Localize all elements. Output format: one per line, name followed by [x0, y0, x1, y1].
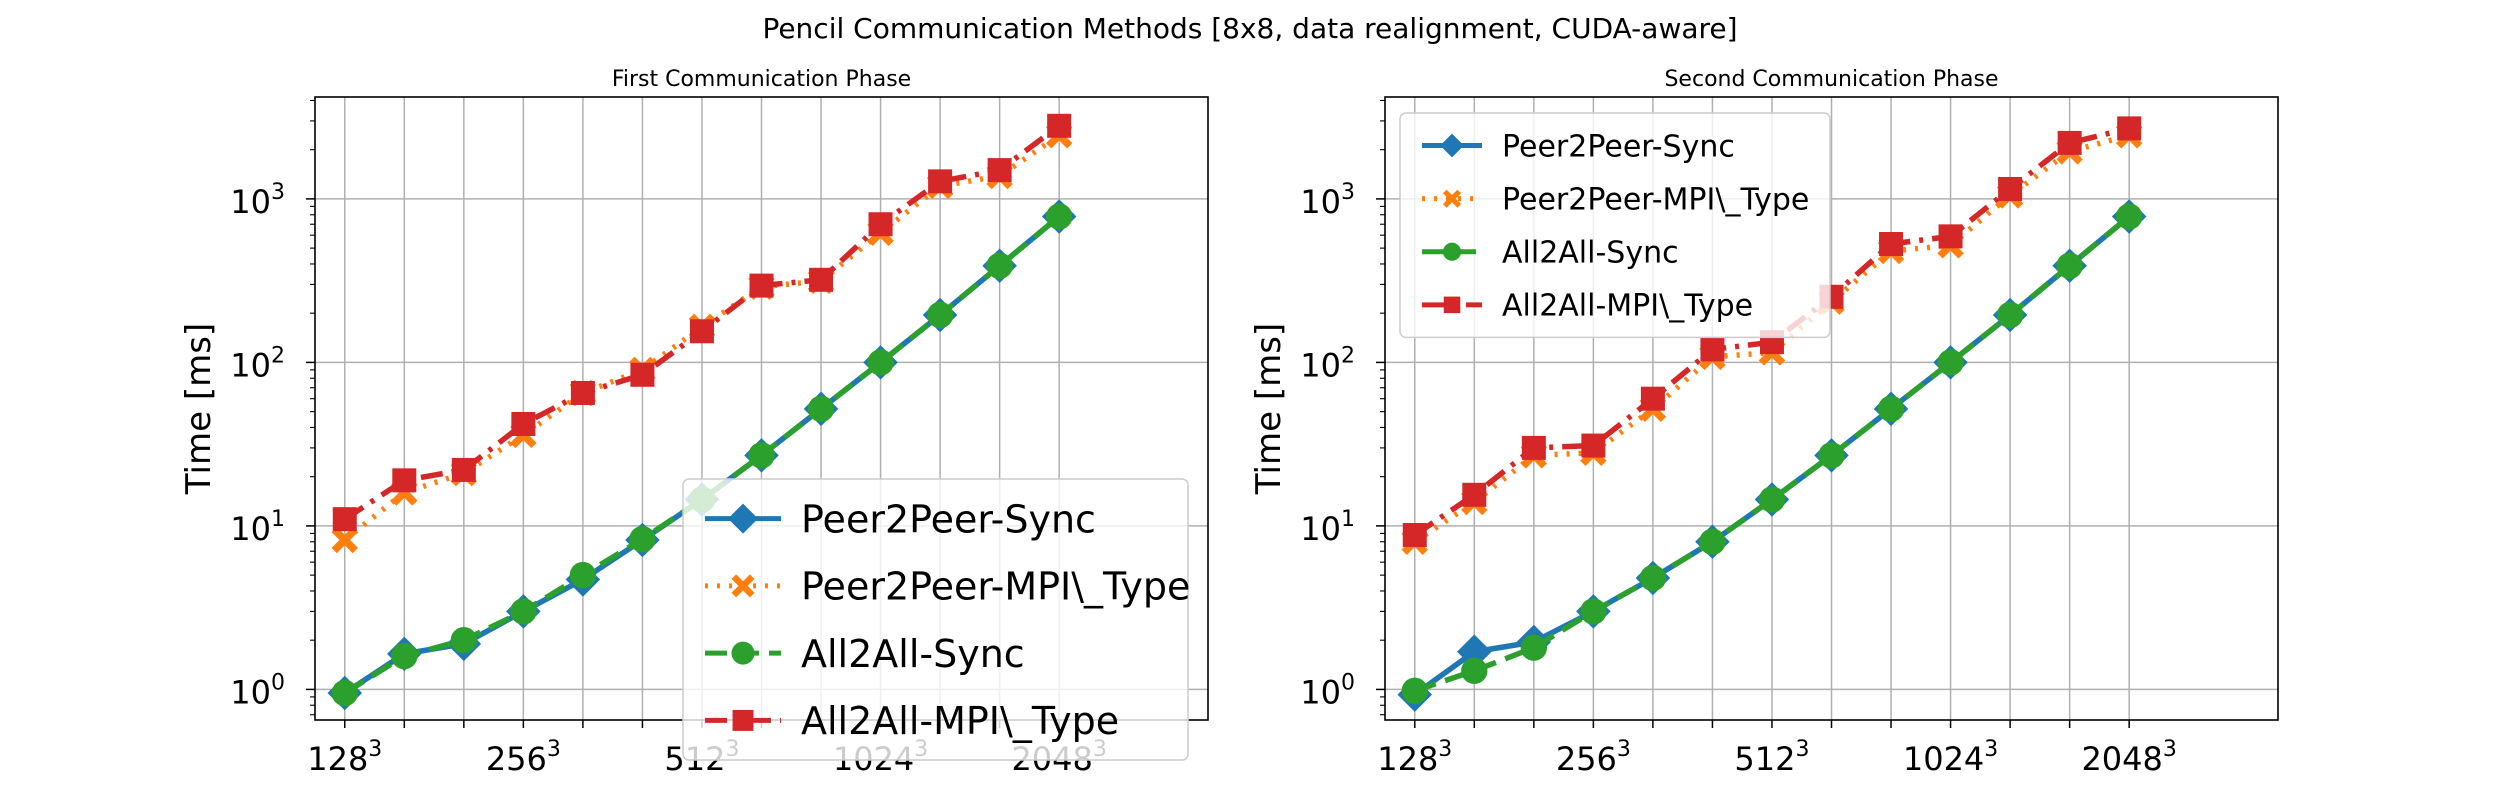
data-point-all2all-sync: [1937, 349, 1964, 376]
data-point-all2all-sync: [1580, 598, 1607, 625]
x-tick-label: 5123: [1734, 737, 1809, 778]
data-point-all2all-sync: [1758, 486, 1786, 513]
data-point-all2all-sync: [569, 561, 597, 589]
data-point-all2all-sync: [391, 642, 418, 670]
y-tick-label: 101: [230, 507, 285, 548]
legend-frame: [1399, 112, 1831, 339]
x-tick-label: 2563: [486, 737, 561, 778]
data-point-all2all-mpi-type: [1047, 113, 1072, 138]
data-point-all2all-sync: [450, 626, 478, 654]
data-point-all2all-mpi-type: [570, 380, 595, 405]
data-point-all2all-mpi-type: [868, 212, 893, 237]
data-point-all2all-sync: [986, 252, 1013, 279]
panel-second-communication-phase: 1283 2563 5123 10243 20483 100 101 102 103 Second…: [1249, 67, 2279, 778]
legend-label-all2all-mpi-type: All2All-MPI\_Type: [801, 699, 1119, 743]
figure-title: Pencil Communication Methods [8x8, data …: [762, 12, 1738, 45]
legend-label-peer2peer-sync: Peer2Peer-Sync: [801, 497, 1096, 541]
y-tick-label: 100: [1300, 670, 1355, 711]
data-point-all2all-sync: [1996, 301, 2024, 329]
series-all2all-mpi-type: [332, 113, 1072, 532]
data-point-all2all-mpi-type: [987, 158, 1012, 183]
data-point-all2all-sync: [867, 349, 894, 376]
panel-title: Second Communication Phase: [1664, 67, 1998, 92]
data-point-all2all-mpi-type: [809, 267, 834, 292]
data-point-all2all-sync: [1818, 442, 1845, 469]
y-tick-label: 102: [1300, 343, 1355, 384]
legend-label-all2all-mpi-type: All2All-MPI\_Type: [1502, 289, 1753, 324]
data-point-all2all-sync: [1699, 528, 1726, 555]
legend-frame: [682, 478, 1189, 761]
y-tick-label: 101: [1300, 507, 1355, 548]
y-tick-label: 103: [1300, 180, 1355, 221]
data-point-all2all-mpi-type: [392, 468, 417, 493]
legend-label-all2all-sync: All2All-Sync: [1502, 236, 1679, 271]
data-point-all2all-sync: [926, 301, 954, 329]
data-point-all2all-mpi-type: [2117, 116, 2142, 141]
legend-marker-peer2peer-mpi-type: [1442, 189, 1462, 208]
data-point-all2all-mpi-type: [1879, 231, 1904, 256]
y-tick-label: 103: [230, 180, 285, 221]
series-all2all-mpi-type: [1402, 116, 2142, 547]
data-point-all2all-mpi-type: [749, 273, 774, 298]
legend-label-peer2peer-mpi-type: Peer2Peer-MPI\_Type: [1502, 182, 1809, 217]
legend: Peer2Peer-Sync Peer2Peer-MPI\_Type All2All…: [682, 478, 1190, 761]
legend-label-peer2peer-mpi-type: Peer2Peer-MPI\_Type: [801, 565, 1190, 609]
x-tick-label: 2563: [1556, 737, 1631, 778]
data-point-all2all-sync: [331, 679, 358, 707]
legend-marker-all2all-mpi-type: [732, 709, 754, 731]
y-tick-label: 100: [230, 670, 285, 711]
x-tick-label: 1283: [307, 737, 382, 778]
legend: Peer2Peer-Sync Peer2Peer-MPI\_Type All2All…: [1399, 112, 1831, 339]
data-point-all2all-sync: [510, 598, 537, 625]
legend-marker-peer2peer-sync: [727, 503, 759, 534]
data-point-all2all-sync: [1877, 395, 1905, 423]
legend-label-peer2peer-sync: Peer2Peer-Sync: [1502, 129, 1735, 164]
data-point-all2all-mpi-type: [1581, 433, 1606, 458]
panel-first-communication-phase: 1283256351231024320483100101102103First …: [179, 67, 1209, 778]
legend-marker-all2all-sync: [731, 641, 755, 665]
data-point-all2all-sync: [1639, 564, 1667, 592]
data-point-peer2peer-mpi-type: [331, 526, 358, 554]
data-point-all2all-mpi-type: [689, 319, 714, 344]
data-point-all2all-mpi-type: [1521, 435, 1546, 460]
y-axis-label: Time [ms]: [1249, 323, 1289, 495]
data-point-all2all-sync: [1401, 677, 1428, 705]
legend-marker-all2all-sync: [1442, 242, 1462, 261]
data-point-all2all-sync: [1520, 634, 1548, 661]
x-tick-label: 1283: [1377, 737, 1452, 778]
series-all2all-sync: [1401, 203, 2143, 705]
data-point-all2all-mpi-type: [451, 457, 476, 482]
panel-title: First Communication Phase: [612, 67, 911, 92]
data-point-peer2peer-sync: [1457, 634, 1492, 670]
data-point-all2all-mpi-type: [1998, 176, 2023, 201]
data-point-all2all-mpi-type: [1640, 386, 1665, 411]
legend-marker-peer2peer-mpi-type: [731, 574, 755, 598]
data-point-all2all-mpi-type: [511, 412, 536, 437]
data-point-all2all-mpi-type: [630, 362, 655, 387]
legend-marker-peer2peer-sync: [1440, 133, 1464, 158]
data-point-all2all-sync: [1045, 203, 1073, 230]
data-point-all2all-sync: [2115, 203, 2143, 230]
data-point-all2all-mpi-type: [1462, 482, 1487, 507]
data-point-all2all-sync: [629, 525, 656, 553]
data-point-all2all-mpi-type: [2057, 130, 2082, 155]
data-point-all2all-mpi-type: [1700, 337, 1725, 362]
x-tick-label: 10243: [1903, 737, 1998, 778]
legend-label-all2all-sync: All2All-Sync: [801, 632, 1025, 676]
y-tick-label: 102: [230, 343, 285, 384]
data-point-all2all-sync: [2056, 252, 2083, 279]
x-tick-label: 20483: [2081, 737, 2176, 778]
series-all2all-sync: [331, 203, 1073, 707]
data-point-all2all-sync: [748, 442, 775, 469]
data-point-all2all-sync: [807, 395, 835, 423]
legend-marker-all2all-mpi-type: [1443, 296, 1461, 314]
y-axis-label: Time [ms]: [179, 323, 219, 495]
data-point-all2all-mpi-type: [1402, 522, 1427, 547]
data-point-all2all-sync: [1461, 657, 1488, 684]
data-point-all2all-mpi-type: [928, 169, 953, 194]
data-point-all2all-mpi-type: [1938, 224, 1963, 249]
data-point-all2all-mpi-type: [332, 507, 357, 532]
